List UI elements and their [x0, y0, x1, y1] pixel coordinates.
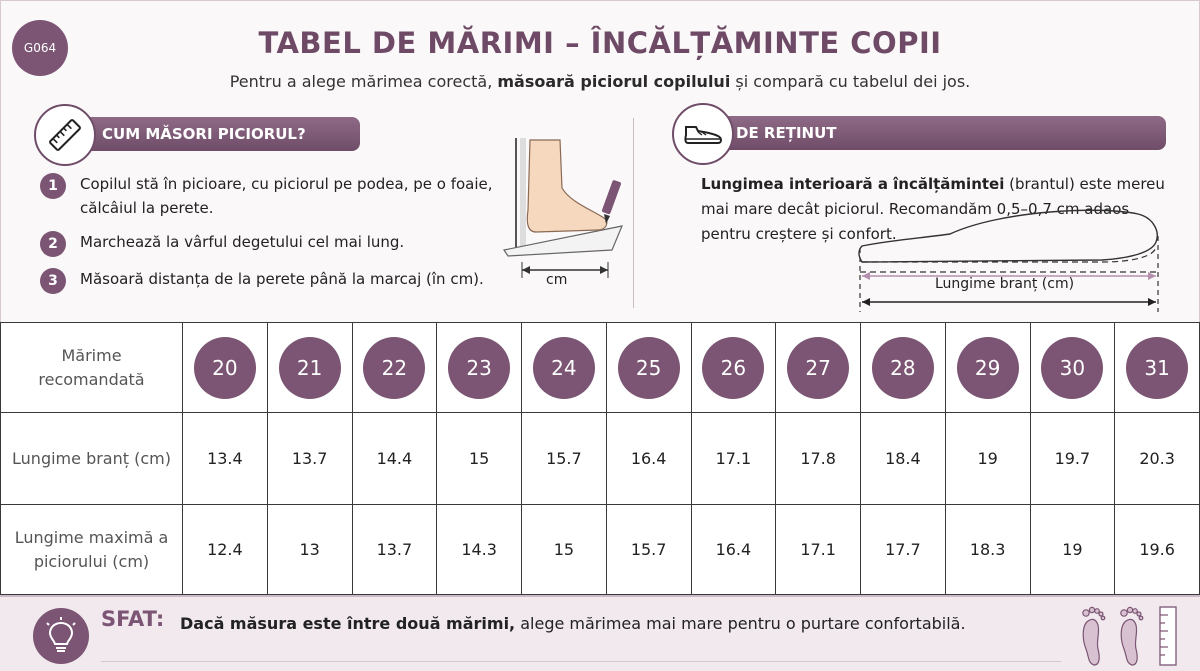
insole-length-cell: 17.1: [690, 412, 777, 505]
foot-length-cell: 14.3: [436, 504, 522, 595]
size-cell: 24: [521, 322, 607, 413]
step-number: 2: [40, 231, 66, 257]
page-subtitle: Pentru a alege mărimea corectă, măsoară …: [0, 72, 1200, 91]
size-cell: 28: [860, 322, 946, 413]
foot-length-cell: 19: [1029, 504, 1116, 595]
insole-length-cell: 16.4: [605, 412, 692, 505]
foot-length-cell: 18.3: [944, 504, 1031, 595]
remember-heading: DE REȚINUT: [736, 124, 837, 142]
footprints-icon: [1082, 606, 1177, 666]
step-text: Marchează la vârful degetului cel mai lu…: [80, 233, 405, 251]
size-badge: 29: [956, 336, 1019, 399]
size-badge: 25: [617, 336, 680, 399]
page-title: TABEL DE MĂRIMI – ÎNCĂLȚĂMINTE COPII: [258, 26, 942, 60]
row-header-insole: Lungime branț (cm): [0, 412, 183, 505]
size-badge: 23: [448, 336, 511, 399]
note-rest: (brantul) este mereu mai mare decât pici…: [701, 175, 1165, 243]
cm-label: cm: [546, 272, 568, 288]
size-cell: 31: [1114, 322, 1200, 413]
size-cell: 29: [944, 322, 1031, 413]
size-cell: 30: [1029, 322, 1116, 413]
size-cell: 20: [182, 322, 268, 413]
size-cell: 22: [351, 322, 438, 413]
foot-length-cell: 15.7: [605, 504, 692, 595]
note-bold: Lungimea interioară a încălțămintei: [701, 175, 1005, 193]
subtitle-before: Pentru a alege mărimea corectă,: [229, 72, 498, 91]
foot-length-cell: 13.7: [351, 504, 438, 595]
size-badge: 26: [702, 336, 765, 399]
step-text: Copilul stă în picioare, cu piciorul pe …: [80, 175, 493, 217]
size-table: Mărime recomandată 20 21 22 23 24 25 26 27 28 29 3…: [0, 322, 1200, 595]
size-badge: 30: [1041, 336, 1104, 399]
foot-length-cell: 17.1: [775, 504, 861, 595]
lightbulb-icon: [33, 608, 89, 664]
size-cell: 27: [775, 322, 861, 413]
table-row-sizes: Mărime recomandată 20 21 22 23 24 25 26 27 28 29 3…: [0, 322, 1200, 413]
table-row-foot: Lungime maximă a piciorului (cm) 12.4 13 1…: [0, 504, 1200, 595]
row-header-size: Mărime recomandată: [0, 322, 183, 413]
insole-illustration: [858, 209, 1159, 312]
foot-length-cell: 15: [521, 504, 607, 595]
code-badge: G064: [12, 20, 68, 76]
measure-heading: CUM MĂSORI PICIORUL?: [102, 125, 306, 143]
measure-steps: 1 Copilul stă în picioare, cu piciorul p…: [40, 172, 520, 304]
size-cell: 26: [690, 322, 777, 413]
remember-note: Lungimea interioară a încălțămintei (bra…: [701, 172, 1171, 247]
ruler-icon: [34, 104, 96, 166]
size-badge: 27: [787, 336, 850, 399]
size-cell: 25: [605, 322, 692, 413]
foot-length-cell: 13: [266, 504, 353, 595]
remember-heading-ribbon: DE REȚINUT: [682, 116, 1166, 150]
foot-length-cell: 16.4: [690, 504, 777, 595]
foot-length-cell: 17.7: [860, 504, 946, 595]
tip-bold: Dacă măsura este între două mărimi,: [180, 614, 516, 633]
insole-length-cell: 19.7: [1029, 412, 1116, 505]
tip-text: Dacă măsura este între două mărimi, aleg…: [180, 614, 966, 633]
subtitle-after: și compară cu tabelul dei jos.: [730, 72, 971, 91]
tip-underline: [101, 661, 1061, 662]
shoe-icon: [672, 103, 734, 165]
step-3: 3 Măsoară distanța de la perete până la …: [40, 267, 520, 294]
insole-length-cell: 15: [436, 412, 522, 505]
step-2: 2 Marchează la vârful degetului cel mai …: [40, 230, 520, 257]
subtitle-bold: măsoară piciorul copilului: [497, 72, 731, 91]
insole-length-cell: 14.4: [351, 412, 438, 505]
step-1: 1 Copilul stă în picioare, cu piciorul p…: [40, 172, 520, 220]
size-badge: 20: [193, 336, 256, 399]
foot-length-cell: 19.6: [1114, 504, 1200, 595]
size-badge: 24: [532, 336, 595, 399]
size-badge: 22: [363, 336, 426, 399]
size-cell: 21: [266, 322, 353, 413]
size-cell: 23: [436, 322, 522, 413]
size-badge: 21: [278, 336, 341, 399]
insole-length-cell: 13.4: [182, 412, 268, 505]
tip-rest: alege mărimea mai mare pentru o purtare …: [515, 614, 966, 633]
size-badge: 28: [871, 336, 934, 399]
insole-length-cell: 15.7: [521, 412, 607, 505]
tip-label: SFAT:: [101, 607, 165, 631]
insole-length-label: Lungime branț (cm): [935, 276, 1075, 292]
section-divider: [633, 118, 634, 308]
insole-length-cell: 17.8: [775, 412, 861, 505]
insole-length-cell: 19: [944, 412, 1031, 505]
row-header-foot: Lungime maximă a piciorului (cm): [0, 504, 183, 595]
insole-length-cell: 18.4: [860, 412, 946, 505]
insole-length-cell: 20.3: [1114, 412, 1200, 505]
tip-bar: SFAT: Dacă măsura este între două mărimi…: [0, 595, 1200, 671]
step-number: 1: [40, 173, 66, 199]
foot-measure-illustration: [503, 138, 623, 278]
insole-length-cell: 13.7: [266, 412, 353, 505]
table-row-insole: Lungime branț (cm) 13.4 13.7 14.4 15 15.7 16.…: [0, 412, 1200, 505]
step-text: Măsoară distanța de la perete până la ma…: [80, 270, 484, 288]
size-badge: 31: [1126, 336, 1189, 399]
step-number: 3: [40, 268, 66, 294]
foot-length-cell: 12.4: [182, 504, 268, 595]
